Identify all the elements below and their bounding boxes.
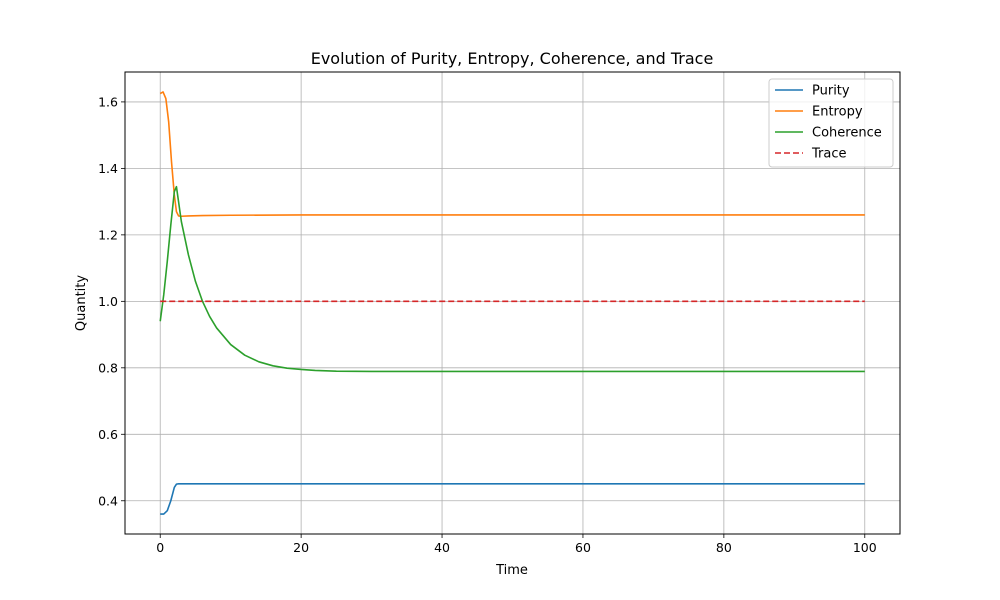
chart-title: Evolution of Purity, Entropy, Coherence,…	[311, 49, 714, 68]
legend: Purity Entropy Coherence Trace	[768, 78, 894, 168]
series-line-coherence	[159, 185, 865, 373]
y-tick-label: 0.4	[98, 493, 118, 508]
x-tick-label: 0	[156, 540, 164, 555]
x-tick-label: 100	[853, 540, 877, 555]
series-lines	[159, 91, 865, 515]
legend-label-trace: Trace	[811, 147, 847, 162]
y-tick-label: 1.4	[98, 161, 118, 176]
y-tick-label: 1.6	[98, 94, 118, 109]
x-axis-title: Time	[495, 563, 528, 578]
x-tick-label: 40	[434, 540, 450, 555]
series-line-purity	[160, 483, 865, 515]
y-tick-label: 1.0	[98, 294, 118, 309]
legend-label-purity: Purity	[812, 84, 850, 99]
axis-ticks: 0 20 40 60 80 100 0.4 0.6 0.8 1.0 1.2 1.4 1.6	[98, 94, 877, 555]
legend-box	[768, 78, 894, 168]
plot-frame	[124, 71, 901, 535]
y-tick-label: 0.6	[98, 427, 118, 442]
x-tick-label: 60	[575, 540, 591, 555]
legend-label-entropy: Entropy	[812, 105, 863, 120]
x-tick-label: 20	[293, 540, 309, 555]
x-tick-label: 80	[716, 540, 732, 555]
y-axis-title: Quantity	[74, 275, 89, 331]
y-tick-label: 0.8	[98, 360, 118, 375]
legend-label-coherence: Coherence	[812, 126, 882, 141]
y-tick-label: 1.2	[98, 227, 118, 242]
